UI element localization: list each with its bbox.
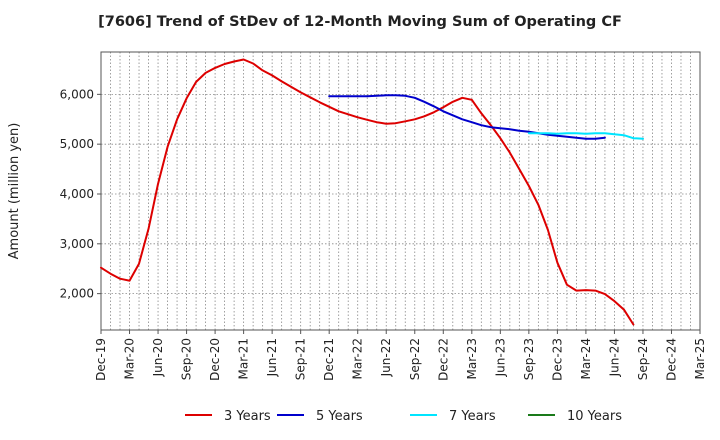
x-tick-label: Mar-22 — [351, 338, 365, 379]
x-tick-label: Jun-22 — [379, 338, 393, 377]
chart-title: [7606] Trend of StDev of 12-Month Moving… — [98, 14, 622, 30]
legend-label: 7 Years — [449, 409, 496, 424]
grid — [101, 52, 700, 330]
x-tick-label: Dec-23 — [550, 338, 564, 381]
series-line-2 — [328, 94, 606, 140]
y-tick-label: 2,000 — [60, 287, 94, 301]
legend-label: 10 Years — [567, 409, 622, 424]
y-tick-label: 3,000 — [60, 237, 94, 251]
x-tick-label: Mar-24 — [579, 338, 593, 379]
x-tick-label: Jun-23 — [493, 338, 507, 377]
series-group — [100, 58, 644, 326]
y-axis: 2,000 3,000 4,000 5,000 6,000 — [60, 87, 101, 301]
x-tick-label: Dec-24 — [664, 338, 678, 381]
x-tick-label: Dec-20 — [208, 338, 222, 381]
x-tick-label: Sep-20 — [180, 338, 194, 380]
x-tick-label: Sep-22 — [408, 338, 422, 380]
x-tick-label: Dec-21 — [322, 338, 336, 381]
x-tick-label: Sep-21 — [294, 338, 308, 380]
legend: 3 Years 5 Years 7 Years 10 Years — [185, 409, 622, 424]
legend-label: 3 Years — [224, 409, 271, 424]
x-tick-label: Jun-24 — [607, 338, 621, 377]
x-tick-label: Dec-19 — [94, 338, 108, 381]
series-line-1 — [100, 58, 635, 326]
x-tick-label: Mar-20 — [123, 338, 137, 379]
x-tick-label: Dec-22 — [436, 338, 450, 381]
x-tick-label: Jun-20 — [151, 338, 165, 377]
y-axis-label: Amount (million yen) — [7, 123, 22, 260]
x-tick-label: Mar-25 — [693, 338, 707, 379]
plot-area — [100, 51, 701, 331]
x-axis: Dec-19 Mar-20 Jun-20 Sep-20 Dec-20 Mar-21 Jun-… — [94, 330, 707, 381]
x-tick-label: Jun-21 — [265, 338, 279, 377]
y-tick-label: 6,000 — [60, 87, 94, 101]
x-tick-label: Mar-21 — [237, 338, 251, 379]
x-tick-label: Sep-23 — [522, 338, 536, 380]
x-tick-label: Sep-24 — [636, 338, 650, 380]
series-line-3 — [527, 132, 644, 140]
x-tick-label: Mar-23 — [465, 338, 479, 379]
y-tick-label: 4,000 — [60, 187, 94, 201]
y-tick-label: 5,000 — [60, 137, 94, 151]
legend-label: 5 Years — [316, 409, 363, 424]
